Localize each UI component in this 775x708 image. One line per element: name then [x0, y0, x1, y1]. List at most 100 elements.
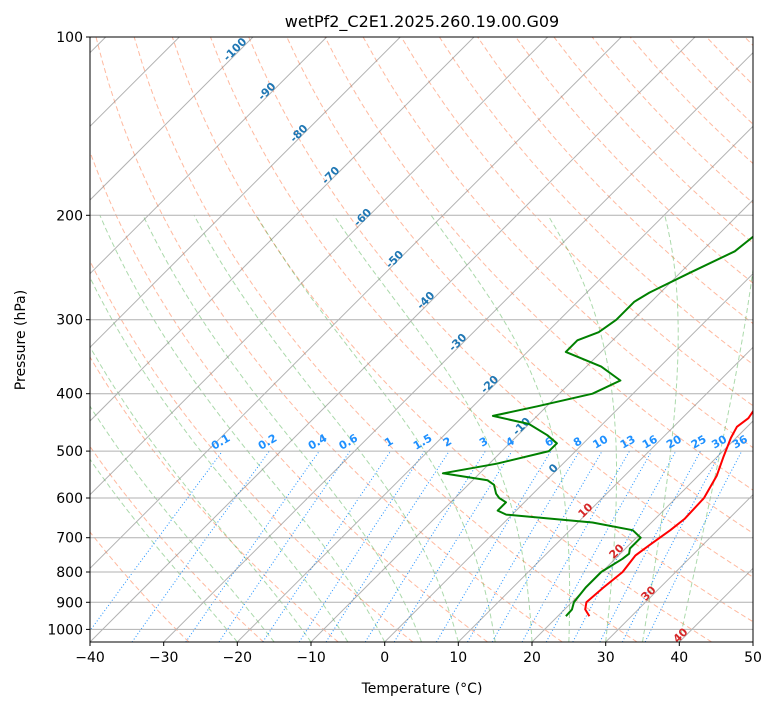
isotherm	[90, 37, 328, 275]
mixing-ratio-line	[435, 450, 552, 642]
y-tick-label: 700	[56, 531, 83, 547]
pressure-gridlines	[90, 37, 753, 630]
mixing-ratio-label: 10	[590, 432, 610, 451]
mixing-ratio-line	[218, 450, 351, 642]
chart-title: wetPf2_C2E1.2025.260.19.00.G09	[285, 12, 559, 32]
isotherm-label: -70	[319, 164, 342, 187]
moist-adiabat	[90, 405, 275, 642]
isotherm-label: 30	[639, 583, 659, 603]
mixing-ratio-line	[621, 450, 722, 642]
isotherm-label: -60	[351, 206, 374, 229]
x-tick-label: −30	[149, 650, 179, 666]
y-tick-label: 400	[56, 387, 83, 403]
isotherm	[90, 37, 622, 570]
isotherm-label: -40	[414, 289, 437, 312]
moist-adiabat	[193, 215, 459, 642]
isotherm	[605, 493, 753, 642]
isotherm	[90, 37, 401, 349]
x-tick-label: −10	[296, 650, 326, 666]
dry-adiabat	[744, 37, 753, 47]
mixing-ratio-line	[393, 450, 513, 642]
mixing-ratio-line	[90, 450, 223, 632]
moist-adiabat	[255, 215, 496, 642]
mixing-ratio-label: 1	[382, 435, 395, 450]
dry-adiabat	[90, 445, 264, 642]
y-tick-label: 500	[56, 444, 83, 460]
dry-adiabat	[210, 37, 753, 623]
moist-adiabat	[642, 215, 679, 642]
mixing-ratio-label: 8	[571, 435, 584, 450]
moist-adiabat	[333, 215, 533, 642]
mixing-ratio-line	[131, 450, 270, 642]
isotherm	[90, 37, 254, 201]
dry-adiabat	[515, 37, 753, 284]
plot-frame	[89, 36, 754, 643]
dry-adiabat	[706, 37, 753, 86]
background-lines	[90, 37, 753, 642]
dewpoint-profile-line	[441, 235, 753, 617]
mixing-ratio-line	[185, 450, 320, 642]
temperature-profile-line	[584, 409, 753, 617]
mixing-ratio-line	[298, 450, 425, 642]
moist-adiabat	[99, 215, 386, 642]
mixing-ratio-line	[572, 450, 677, 642]
isotherm-label: -30	[446, 331, 469, 354]
x-axis-ticks: −40 −30 −20 −10 0 10 20 30 40 50	[75, 642, 762, 666]
mixing-ratio-label: 25	[689, 433, 709, 452]
moist-adiabat	[90, 458, 238, 642]
dry-adiabat	[668, 37, 753, 125]
mixing-ratio-label: 0.4	[306, 431, 330, 452]
y-axis-label: Pressure (hPa)	[13, 290, 29, 390]
mixing-ratio-line	[262, 450, 392, 642]
x-tick-label: −20	[223, 650, 253, 666]
isotherm-label: -50	[383, 248, 406, 271]
mixing-ratio-line	[644, 450, 743, 642]
isotherm	[236, 125, 753, 642]
isotherm	[310, 199, 753, 642]
dry-adiabat	[324, 37, 753, 491]
y-tick-label: 1000	[47, 622, 83, 638]
x-tick-label: 40	[670, 650, 688, 666]
y-tick-label: 900	[56, 595, 83, 611]
isotherm	[90, 37, 475, 422]
isotherm	[531, 420, 753, 642]
moist-adiabat	[430, 215, 571, 642]
y-tick-label: 300	[56, 313, 83, 329]
mixing-ratio-label: 20	[664, 432, 684, 451]
mixing-ratio-label: 13	[618, 433, 638, 452]
mixing-ratio-line	[599, 450, 701, 642]
isotherm-label: -10	[510, 415, 533, 438]
isotherm	[90, 37, 696, 642]
x-tick-label: 10	[449, 650, 467, 666]
y-tick-label: 600	[56, 491, 83, 507]
dry-adiabat	[90, 531, 190, 642]
moist-adiabat	[142, 215, 422, 642]
profiles	[441, 235, 753, 617]
isotherm	[752, 641, 753, 642]
y-axis-ticks: 100 200 300 400 500 600 700 800 900 1000	[47, 30, 90, 638]
dry-adiabat	[400, 37, 753, 407]
moist-adiabat	[547, 215, 617, 642]
isotherm-label: 10	[576, 500, 596, 520]
dry-adiabat	[133, 37, 638, 642]
mixing-ratio-line	[325, 450, 450, 642]
x-axis-label: Temperature (°C)	[361, 681, 483, 697]
mixing-ratio-label: 0.1	[209, 432, 232, 453]
x-tick-label: 30	[597, 650, 615, 666]
isotherm	[384, 272, 753, 642]
isotherm	[457, 346, 753, 642]
y-tick-label: 800	[56, 565, 83, 581]
dry-adiabat	[95, 37, 563, 642]
moist-adiabat	[90, 276, 349, 642]
x-tick-label: 20	[523, 650, 541, 666]
isotherm-label: -90	[255, 80, 278, 103]
mixing-ratio-line	[467, 450, 580, 642]
x-tick-label: 50	[744, 650, 762, 666]
isotherm	[90, 37, 549, 496]
dry-adiabat	[90, 356, 339, 642]
dry-adiabat	[90, 150, 488, 642]
moist-adiabat	[90, 345, 312, 642]
isotherm	[163, 51, 753, 642]
